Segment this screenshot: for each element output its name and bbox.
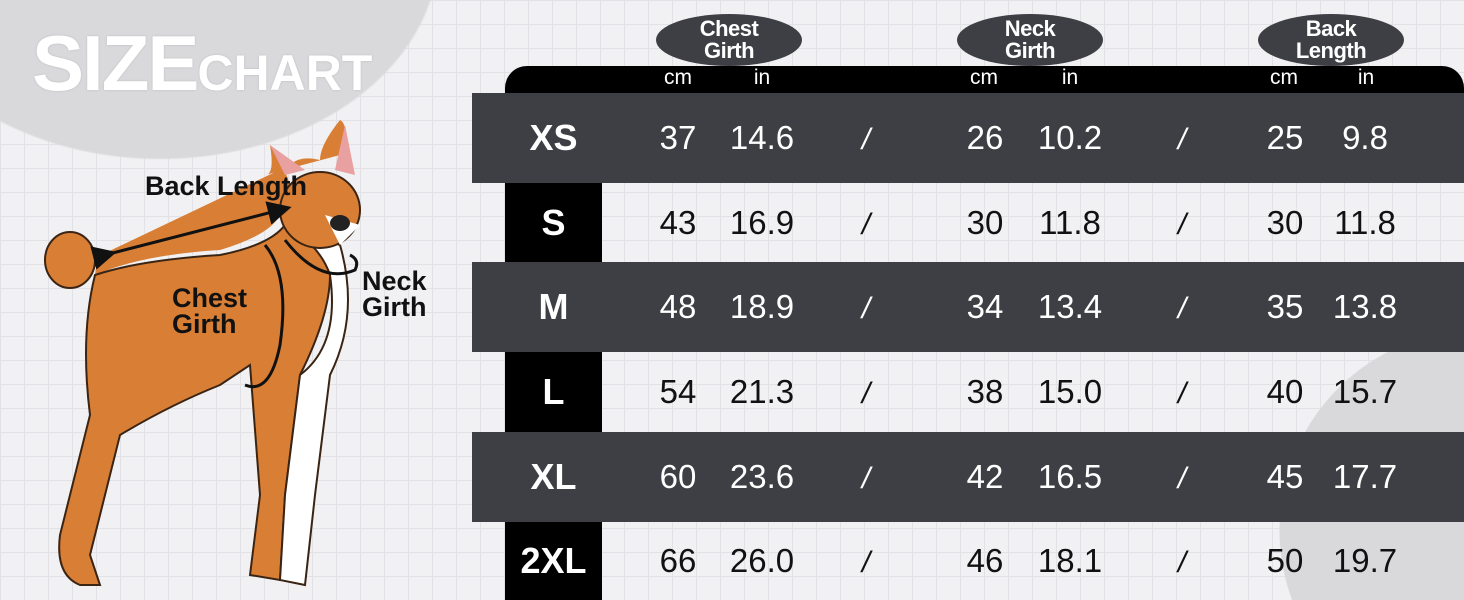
unit-label: in [1357,66,1375,89]
separator: / [1177,123,1187,156]
measurement-value: 16.5 [1037,458,1103,495]
measurement-value: 11.8 [1334,203,1396,241]
measurement-value: 42 [966,458,1004,495]
separator: / [861,123,871,156]
column-header: Chest Girth [656,14,802,66]
column-header-line: Neck [1004,16,1056,41]
unit-label: cm [664,66,692,89]
chest-girth-label: Chest Girth [172,283,248,339]
measurement-value: 16.9 [729,203,795,241]
measurement-value: 15.7 [1332,373,1398,410]
measurement-value: 9.8 [1342,119,1388,156]
column-header-line: Back [1305,16,1357,41]
measurement-value: 38 [966,373,1004,410]
units-header [505,66,1464,93]
column-header: Neck Girth [957,14,1103,66]
separator: / [1177,377,1187,410]
unit-label: in [753,66,771,89]
column-header-line: Girth [1004,38,1056,63]
measurement-value: 30 [966,203,1004,241]
size-label: M [538,286,569,327]
separator: / [1177,462,1187,495]
column-header-line: Chest [699,16,759,41]
measurement-value: 14.6 [729,119,795,156]
size-label: XL [530,456,577,497]
measurement-value: 45 [1266,458,1304,495]
measurement-value: 11.8 [1039,203,1101,241]
measurement-value: 13.4 [1037,288,1103,325]
neck-girth-label: Neck Girth [362,266,427,322]
separator: / [861,546,871,579]
separator: / [861,292,871,325]
measurement-value: 26 [966,119,1004,156]
size-label: L [505,352,602,432]
separator: / [861,377,871,410]
measurement-value: 66 [659,542,697,579]
measurement-value: 13.8 [1332,288,1398,325]
measurement-value: 18.1 [1037,542,1103,579]
unit-label: in [1061,66,1079,89]
unit-label: cm [1270,66,1298,89]
measurement-value: 30 [1266,203,1304,241]
measurement-value: 48 [659,288,697,325]
title-chart: CHART [197,45,373,101]
measurement-value: 54 [659,373,697,410]
measurement-value: 35 [1266,288,1304,325]
page-title: SIZECHART [32,18,372,109]
column-header-line: Girth [703,38,755,63]
measurement-value: 34 [966,288,1004,325]
measurement-value: 37 [659,119,697,156]
size-label: XS [529,117,578,158]
column-header-line: Length [1295,38,1367,63]
measurement-value: 43 [659,203,697,241]
unit-label: cm [970,66,998,89]
measurement-value: 60 [659,458,697,495]
measurement-value: 19.7 [1332,542,1398,579]
column-header: Back Length [1258,14,1404,66]
size-label: S [505,183,602,262]
measurement-value: 10.2 [1037,119,1103,156]
measurement-value: 40 [1266,373,1304,410]
separator: / [1177,207,1187,241]
table-row [472,432,1464,522]
dog-illustration [44,120,361,587]
measurement-value: 15.0 [1037,373,1103,410]
table-row [472,262,1464,352]
measurement-value: 23.6 [729,458,795,495]
measurement-value: 46 [966,542,1004,579]
measurement-value: 18.9 [729,288,795,325]
measurement-value: 25 [1266,119,1304,156]
back-length-label: Back Length [145,171,308,201]
separator: / [861,207,871,241]
measurement-value: 17.7 [1332,458,1398,495]
separator: / [1177,292,1187,325]
title-size: SIZE [32,19,199,107]
separator: / [861,462,871,495]
measurement-value: 26.0 [729,542,795,579]
table-row [472,93,1464,183]
measurement-value: 50 [1266,542,1304,579]
size-label: 2XL [505,522,602,600]
separator: / [1177,546,1187,579]
measurement-value: 21.3 [729,373,795,410]
